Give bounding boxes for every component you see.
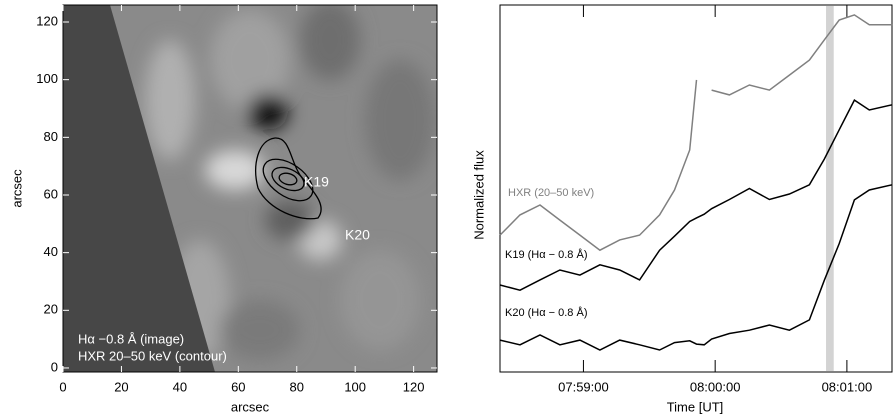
- x-tick-label: 120: [403, 379, 425, 394]
- series-label: HXR (20–50 keV): [508, 187, 594, 199]
- contour: [262, 158, 314, 202]
- contour: [278, 172, 298, 186]
- solar-image: [63, 5, 437, 372]
- x-tick-label: 20: [114, 379, 128, 394]
- series-line: [499, 99, 893, 291]
- y-tick-label: 120: [36, 13, 58, 28]
- y-tick-label: 20: [44, 302, 58, 317]
- y-tick-label: 80: [44, 129, 58, 144]
- y-axis-label: Normalized flux: [471, 150, 486, 240]
- contour: [271, 166, 305, 192]
- axes-frame: [499, 4, 893, 373]
- series-line: [499, 184, 893, 351]
- x-tick-label: 08:01:00: [822, 379, 873, 394]
- x-tick-label: 08:00:00: [690, 379, 741, 394]
- series-label: K19 (Hα − 0.8 Å): [505, 248, 587, 261]
- annotation: Hα −0.8 Å (image): [78, 331, 184, 346]
- axes-frame: [62, 4, 438, 373]
- series-line: [499, 14, 893, 252]
- x-tick-label: 0: [59, 379, 66, 394]
- x-tick-label: 60: [231, 379, 245, 394]
- annotation: HXR 20–50 keV (contour): [78, 348, 227, 363]
- y-tick-label: 40: [44, 244, 58, 259]
- x-tick-label: 40: [173, 379, 187, 394]
- x-axis-label: arcsec: [231, 399, 270, 414]
- y-tick-label: 100: [36, 71, 58, 86]
- annotation: K19: [304, 174, 329, 190]
- x-axis-label: Time [UT]: [667, 399, 724, 414]
- x-tick-label: 07:59:00: [558, 379, 609, 394]
- x-tick-label: 100: [344, 379, 366, 394]
- hxr-contours: [255, 137, 322, 220]
- y-axis-label: arcsec: [9, 169, 24, 208]
- highlight-band: [826, 6, 834, 371]
- y-tick-label: 60: [44, 186, 58, 201]
- annotation: K20: [345, 227, 370, 243]
- series-label: K20 (Hα − 0.8 Å): [505, 306, 587, 319]
- x-tick-label: 80: [290, 379, 304, 394]
- y-tick-label: 0: [51, 359, 58, 374]
